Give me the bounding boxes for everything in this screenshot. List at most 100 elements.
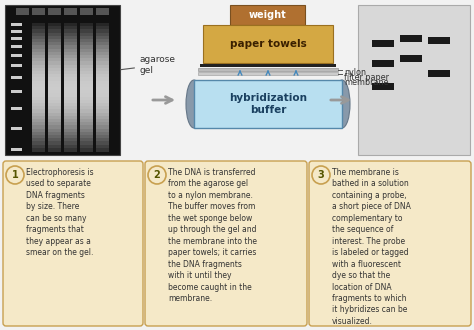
Bar xyxy=(11,64,22,67)
Bar xyxy=(32,100,45,104)
Bar xyxy=(11,90,22,92)
Bar xyxy=(198,72,338,75)
Bar xyxy=(48,100,61,104)
Bar xyxy=(48,93,61,97)
Bar xyxy=(80,138,93,142)
Bar xyxy=(80,58,93,62)
Bar xyxy=(32,145,45,148)
Bar xyxy=(48,103,61,107)
Bar xyxy=(80,84,93,87)
Bar xyxy=(32,74,45,78)
Bar xyxy=(64,125,77,129)
Bar xyxy=(48,129,61,132)
Bar xyxy=(64,46,77,49)
Bar xyxy=(48,74,61,78)
Bar xyxy=(64,93,77,97)
Bar xyxy=(96,110,109,113)
Bar xyxy=(96,145,109,148)
Bar xyxy=(64,103,77,107)
Bar xyxy=(96,90,109,94)
Bar xyxy=(96,29,109,33)
Bar xyxy=(96,148,109,151)
Bar xyxy=(32,65,45,68)
Bar xyxy=(11,148,22,150)
Bar xyxy=(96,42,109,46)
Bar xyxy=(80,74,93,78)
Bar xyxy=(32,49,45,52)
Bar xyxy=(48,42,61,46)
Bar xyxy=(11,107,22,110)
Bar xyxy=(64,68,77,72)
Bar xyxy=(48,116,61,119)
Bar xyxy=(80,110,93,113)
Bar xyxy=(96,122,109,126)
Bar xyxy=(32,132,45,136)
Bar xyxy=(96,106,109,110)
Bar xyxy=(32,110,45,113)
Bar xyxy=(64,8,77,15)
Bar xyxy=(64,55,77,59)
Bar xyxy=(64,81,77,84)
Bar xyxy=(32,78,45,81)
Bar xyxy=(80,148,93,151)
Bar xyxy=(32,87,45,91)
Bar xyxy=(48,49,61,52)
Bar xyxy=(80,113,93,116)
Bar xyxy=(80,145,93,148)
Bar xyxy=(96,68,109,72)
Bar xyxy=(48,106,61,110)
Bar xyxy=(64,78,77,81)
Bar xyxy=(64,135,77,139)
Bar xyxy=(400,35,422,42)
Text: filter paper: filter paper xyxy=(344,73,389,82)
Bar xyxy=(80,61,93,65)
Bar xyxy=(64,26,77,30)
Bar xyxy=(96,103,109,107)
Bar xyxy=(96,97,109,100)
Bar xyxy=(96,78,109,81)
Bar xyxy=(64,84,77,87)
Bar xyxy=(32,81,45,84)
Bar xyxy=(96,141,109,145)
Bar xyxy=(80,52,93,55)
Bar xyxy=(48,65,61,68)
Bar xyxy=(32,84,45,87)
FancyBboxPatch shape xyxy=(3,161,143,326)
Bar xyxy=(64,90,77,94)
Bar xyxy=(80,29,93,33)
Bar xyxy=(203,25,333,63)
Bar xyxy=(48,68,61,72)
Bar xyxy=(80,129,93,132)
Bar xyxy=(80,135,93,139)
Bar xyxy=(32,23,45,27)
Bar xyxy=(96,65,109,68)
Bar xyxy=(80,36,93,40)
Bar xyxy=(80,116,93,119)
Bar xyxy=(96,74,109,78)
Bar xyxy=(48,132,61,136)
Bar xyxy=(48,90,61,94)
Bar xyxy=(32,46,45,49)
Circle shape xyxy=(6,166,24,184)
Bar xyxy=(64,148,77,151)
Bar xyxy=(11,23,22,25)
Bar xyxy=(11,54,22,56)
Bar xyxy=(32,148,45,151)
FancyBboxPatch shape xyxy=(309,161,471,326)
Bar xyxy=(80,49,93,52)
Bar xyxy=(64,113,77,116)
Bar xyxy=(80,42,93,46)
Bar xyxy=(64,23,77,27)
Bar xyxy=(48,125,61,129)
Bar xyxy=(428,37,450,44)
Bar xyxy=(64,138,77,142)
Bar xyxy=(96,36,109,40)
Bar xyxy=(32,42,45,46)
Bar xyxy=(64,65,77,68)
Bar xyxy=(64,39,77,43)
Bar xyxy=(80,55,93,59)
FancyBboxPatch shape xyxy=(145,161,307,326)
Bar xyxy=(32,119,45,123)
Bar xyxy=(48,58,61,62)
Bar xyxy=(96,46,109,49)
